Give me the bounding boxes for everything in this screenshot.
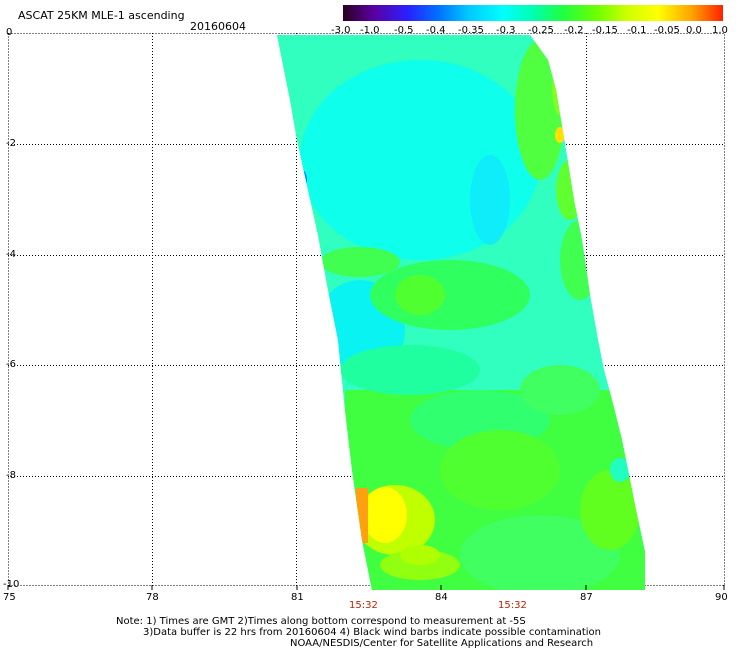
y-tick-label: -2: [6, 138, 16, 149]
colorbar-label: 0.0: [686, 25, 702, 36]
swath-data: [277, 35, 645, 590]
colorbar-label: -0.35: [458, 25, 484, 36]
colorbar-label: 1.0: [712, 25, 728, 36]
colorbar: [343, 5, 723, 21]
x-tick-label: 81: [291, 592, 304, 603]
x-tick-label: 75: [3, 592, 16, 603]
y-tick-label: -4: [6, 249, 16, 260]
colorbar-label: -0.4: [426, 25, 446, 36]
colorbar-label: -0.5: [394, 25, 414, 36]
tick-marks: [7, 585, 725, 590]
colorbar-gradient: [343, 5, 723, 21]
x-tick-label: 84: [435, 592, 448, 603]
colorbar-label: -0.3: [496, 25, 516, 36]
y-tick-label: -8: [6, 470, 16, 481]
colorbar-label: -0.05: [654, 25, 680, 36]
colorbar-label: -0.25: [528, 25, 554, 36]
note-line-2: 3)Data buffer is 22 hrs from 20160604 4)…: [143, 627, 601, 638]
y-tick-label: -6: [6, 359, 16, 370]
map-date: 20160604: [190, 20, 246, 33]
colorbar-label: -1.0: [360, 25, 380, 36]
y-tick-label: -10: [3, 579, 20, 590]
x-tick-label: 90: [715, 592, 728, 603]
note-line-3: NOAA/NESDIS/Center for Satellite Applica…: [290, 638, 594, 649]
time-label: 15:32: [498, 600, 527, 611]
map-title: ASCAT 25KM MLE-1 ascending: [18, 9, 185, 22]
colorbar-label: -3.0: [331, 25, 351, 36]
note-line-1: Note: 1) Times are GMT 2)Times along bot…: [116, 616, 526, 627]
x-tick-label: 78: [146, 592, 159, 603]
colorbar-label: -0.1: [627, 25, 647, 36]
time-label: 15:32: [349, 600, 378, 611]
x-tick-label: 87: [580, 592, 593, 603]
y-tick-label: 0: [6, 27, 13, 38]
colorbar-label: -0.15: [592, 25, 618, 36]
colorbar-label: -0.2: [564, 25, 584, 36]
